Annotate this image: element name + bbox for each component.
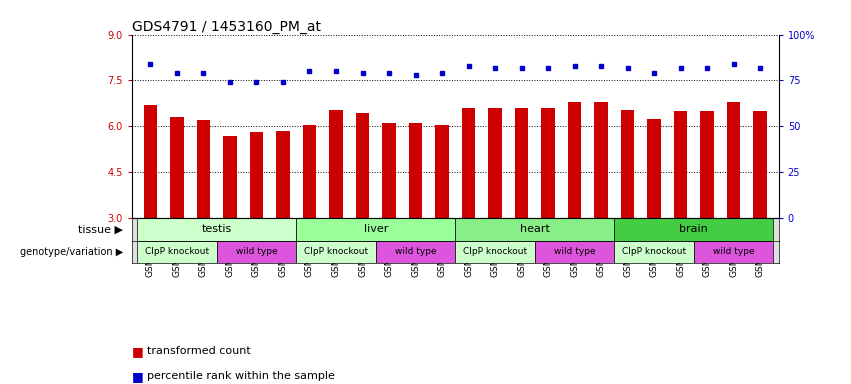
- Text: heart: heart: [520, 224, 550, 234]
- Bar: [382, 123, 396, 218]
- Bar: [648, 119, 660, 218]
- Bar: [137, 241, 217, 263]
- Bar: [296, 218, 455, 241]
- Bar: [614, 241, 694, 263]
- Text: percentile rank within the sample: percentile rank within the sample: [147, 371, 335, 381]
- Bar: [296, 241, 376, 263]
- Text: ■: ■: [132, 345, 144, 358]
- Bar: [753, 111, 767, 218]
- Bar: [170, 117, 184, 218]
- Text: liver: liver: [363, 224, 388, 234]
- Bar: [329, 109, 343, 218]
- Text: wild type: wild type: [395, 247, 437, 257]
- Bar: [250, 132, 263, 218]
- Text: ClpP knockout: ClpP knockout: [463, 247, 527, 257]
- Bar: [694, 241, 774, 263]
- Bar: [137, 218, 296, 241]
- Bar: [727, 102, 740, 218]
- Text: wild type: wild type: [554, 247, 596, 257]
- Bar: [595, 102, 608, 218]
- Text: tissue ▶: tissue ▶: [78, 224, 123, 234]
- Bar: [436, 125, 448, 218]
- Bar: [488, 108, 502, 218]
- Bar: [515, 108, 528, 218]
- Text: brain: brain: [679, 224, 708, 234]
- Bar: [621, 109, 634, 218]
- Bar: [674, 111, 688, 218]
- Text: ClpP knockout: ClpP knockout: [622, 247, 686, 257]
- Text: ClpP knockout: ClpP knockout: [145, 247, 209, 257]
- Bar: [223, 136, 237, 218]
- Text: testis: testis: [202, 224, 231, 234]
- Bar: [568, 102, 581, 218]
- Text: wild type: wild type: [713, 247, 755, 257]
- Bar: [614, 218, 774, 241]
- Bar: [700, 111, 714, 218]
- Bar: [144, 105, 157, 218]
- Text: ClpP knockout: ClpP knockout: [304, 247, 368, 257]
- Text: GDS4791 / 1453160_PM_at: GDS4791 / 1453160_PM_at: [132, 20, 321, 33]
- Bar: [534, 241, 614, 263]
- Bar: [462, 108, 475, 218]
- Bar: [197, 120, 210, 218]
- Bar: [455, 241, 534, 263]
- Text: genotype/variation ▶: genotype/variation ▶: [20, 247, 123, 257]
- Bar: [376, 241, 455, 263]
- Bar: [356, 113, 369, 218]
- Text: wild type: wild type: [236, 247, 277, 257]
- Bar: [277, 131, 289, 218]
- Bar: [303, 125, 316, 218]
- Bar: [408, 123, 422, 218]
- Bar: [541, 108, 555, 218]
- Bar: [217, 241, 296, 263]
- Text: transformed count: transformed count: [147, 346, 251, 356]
- Bar: [455, 218, 614, 241]
- Text: ■: ■: [132, 370, 144, 383]
